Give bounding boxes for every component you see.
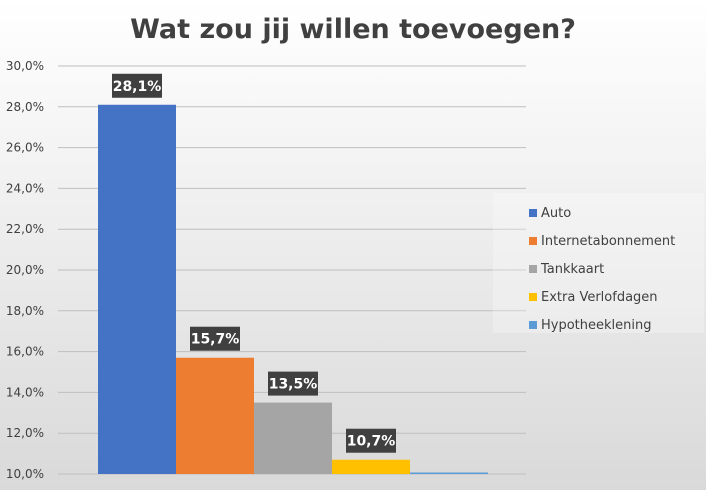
data-label: 13,5% (269, 377, 318, 393)
legend-item: Extra Verlofdagen (493, 283, 704, 311)
bar-hypotheeklening (410, 472, 488, 474)
legend-item: Hypotheeklening (493, 311, 704, 339)
legend-item: Internetabonnement (493, 227, 704, 255)
y-tick-label: 16,0% (6, 345, 44, 359)
y-tick-label: 22,0% (6, 222, 44, 236)
legend-swatch (529, 209, 537, 217)
data-label-box (346, 428, 396, 453)
data-label: 10,7% (347, 434, 396, 450)
legend-swatch (529, 321, 537, 329)
y-tick-label: 20,0% (6, 263, 44, 277)
y-tick-label: 30,0% (6, 59, 44, 73)
data-label: 28,1% (113, 79, 162, 95)
legend-swatch (529, 293, 537, 301)
data-label-box (268, 371, 318, 396)
y-tick-label: 10,0% (6, 467, 44, 481)
legend-item: Tankkaart (493, 255, 704, 283)
legend-swatch (529, 237, 537, 245)
legend-label: Hypotheeklening (541, 317, 652, 333)
legend: Auto Internetabonnement Tankkaart Extra Ver… (493, 193, 704, 333)
data-label-box (112, 73, 162, 98)
bar-extra-verlofdagen (332, 459, 410, 474)
legend-label: Internetabonnement (541, 233, 676, 249)
y-tick-label: 14,0% (6, 385, 44, 399)
y-tick-label: 26,0% (6, 141, 44, 155)
y-tick-label: 12,0% (6, 426, 44, 440)
legend-label: Tankkaart (541, 261, 605, 277)
y-tick-label: 18,0% (6, 304, 44, 318)
bar-internetabonnement (176, 357, 254, 474)
legend-item: Auto (493, 199, 704, 227)
y-tick-label: 28,0% (6, 100, 44, 114)
legend-swatch (529, 265, 537, 273)
data-label: 15,7% (191, 332, 240, 348)
legend-label: Auto (541, 205, 572, 221)
legend-label: Extra Verlofdagen (541, 289, 658, 305)
y-tick-label: 24,0% (6, 181, 44, 195)
bar-auto (98, 104, 176, 474)
bar-tankkaart (254, 402, 332, 474)
chart-title: Wat zou jij willen toevoegen? (130, 14, 576, 45)
data-label-box (190, 326, 240, 351)
